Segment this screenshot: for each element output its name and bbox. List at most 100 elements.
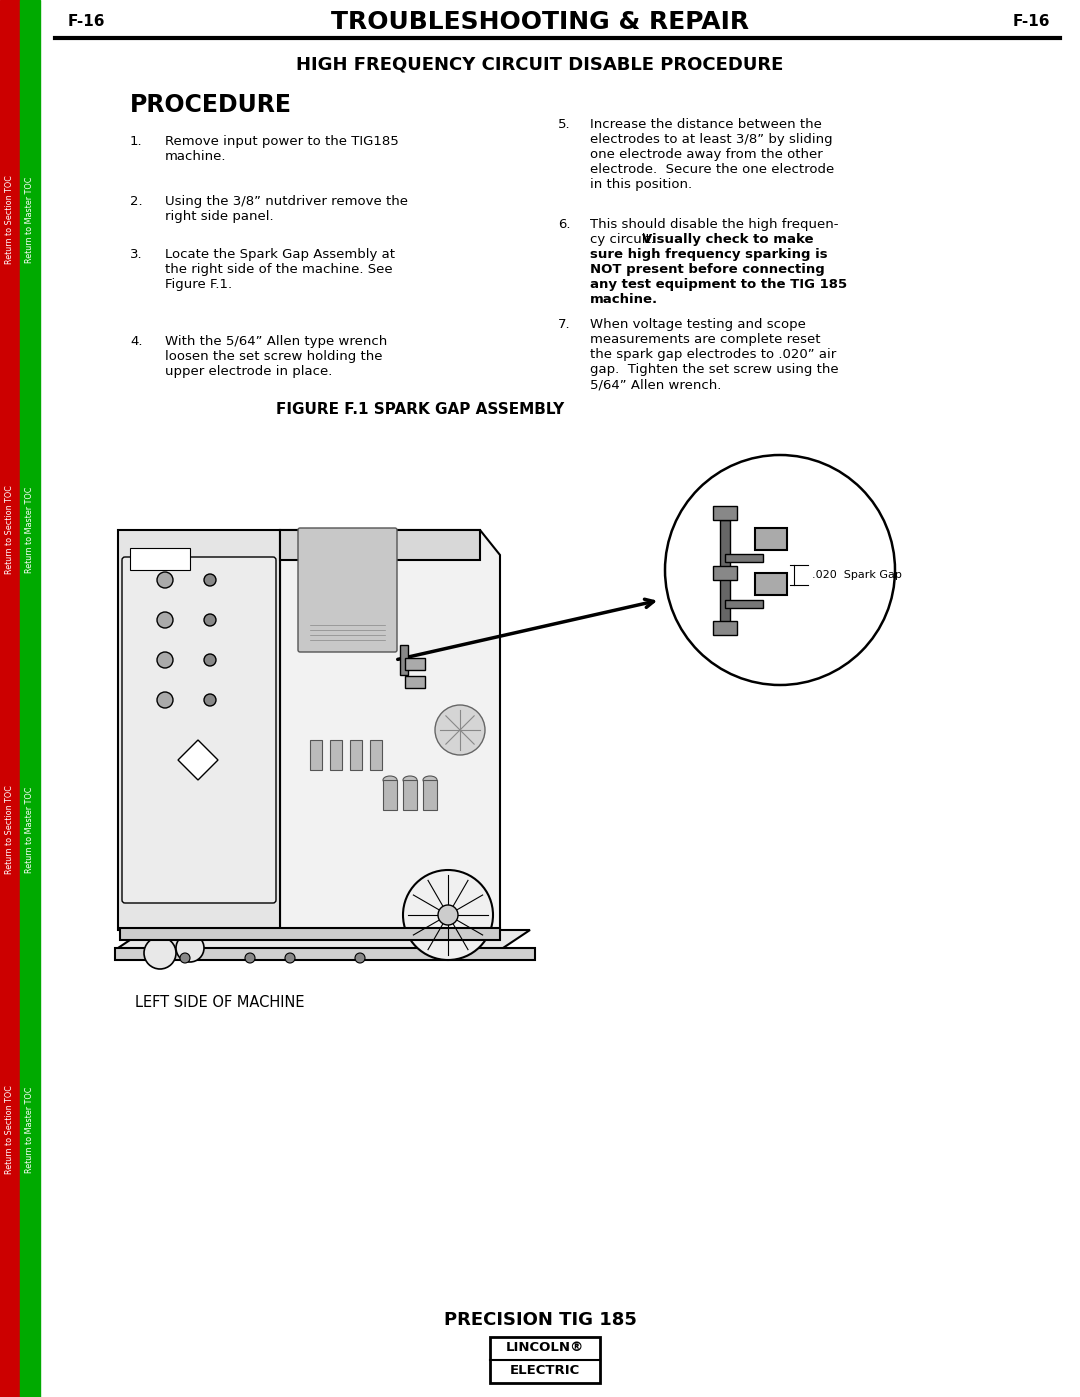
Text: the spark gap electrodes to .020” air: the spark gap electrodes to .020” air bbox=[590, 348, 836, 360]
Text: Return to Master TOC: Return to Master TOC bbox=[26, 1087, 35, 1173]
Bar bbox=[330, 740, 342, 770]
Polygon shape bbox=[280, 529, 480, 560]
Text: Return to Section TOC: Return to Section TOC bbox=[5, 486, 14, 574]
Text: F-16: F-16 bbox=[1013, 14, 1050, 29]
Circle shape bbox=[157, 612, 173, 629]
Text: in this position.: in this position. bbox=[590, 177, 692, 191]
Text: LEFT SIDE OF MACHINE: LEFT SIDE OF MACHINE bbox=[135, 995, 305, 1010]
FancyBboxPatch shape bbox=[298, 528, 397, 652]
Polygon shape bbox=[280, 529, 500, 930]
Text: electrode.  Secure the one electrode: electrode. Secure the one electrode bbox=[590, 163, 834, 176]
Text: TROUBLESHOOTING & REPAIR: TROUBLESHOOTING & REPAIR bbox=[330, 10, 750, 34]
Circle shape bbox=[180, 953, 190, 963]
Circle shape bbox=[285, 953, 295, 963]
Text: Visually check to make: Visually check to make bbox=[642, 233, 813, 246]
Text: 5.: 5. bbox=[558, 117, 570, 131]
Bar bbox=[21, 0, 40, 1397]
Bar bbox=[405, 658, 426, 671]
Text: Return to Section TOC: Return to Section TOC bbox=[5, 1085, 14, 1175]
Text: F-16: F-16 bbox=[68, 14, 106, 29]
Bar bbox=[370, 740, 382, 770]
Text: loosen the set screw holding the: loosen the set screw holding the bbox=[165, 351, 382, 363]
Text: Return to Master TOC: Return to Master TOC bbox=[26, 787, 35, 873]
Bar bbox=[423, 780, 437, 810]
Circle shape bbox=[204, 654, 216, 666]
Text: one electrode away from the other: one electrode away from the other bbox=[590, 148, 823, 161]
Polygon shape bbox=[178, 740, 218, 780]
Text: PROCEDURE: PROCEDURE bbox=[130, 94, 292, 117]
Text: the right side of the machine. See: the right side of the machine. See bbox=[165, 263, 393, 277]
Text: Figure F.1.: Figure F.1. bbox=[165, 278, 232, 291]
Text: When voltage testing and scope: When voltage testing and scope bbox=[590, 319, 806, 331]
FancyBboxPatch shape bbox=[755, 573, 787, 595]
Bar bbox=[405, 676, 426, 687]
Circle shape bbox=[665, 455, 895, 685]
Text: Using the 3/8” nutdriver remove the: Using the 3/8” nutdriver remove the bbox=[165, 196, 408, 208]
Text: Increase the distance between the: Increase the distance between the bbox=[590, 117, 822, 131]
Circle shape bbox=[355, 953, 365, 963]
Bar bbox=[720, 520, 730, 630]
Text: measurements are complete reset: measurements are complete reset bbox=[590, 332, 821, 346]
Bar bbox=[725, 599, 762, 608]
Circle shape bbox=[157, 571, 173, 588]
Polygon shape bbox=[118, 529, 280, 930]
FancyBboxPatch shape bbox=[755, 528, 787, 550]
Text: Locate the Spark Gap Assembly at: Locate the Spark Gap Assembly at bbox=[165, 249, 395, 261]
Ellipse shape bbox=[403, 870, 492, 960]
Text: NOT present before connecting: NOT present before connecting bbox=[590, 263, 825, 277]
Bar bbox=[713, 566, 737, 580]
Text: 7.: 7. bbox=[558, 319, 570, 331]
Text: FIGURE F.1 SPARK GAP ASSEMBLY: FIGURE F.1 SPARK GAP ASSEMBLY bbox=[275, 402, 564, 418]
Text: Return to Master TOC: Return to Master TOC bbox=[26, 177, 35, 263]
Ellipse shape bbox=[383, 775, 397, 784]
Text: 1.: 1. bbox=[130, 136, 143, 148]
Bar bbox=[725, 555, 762, 562]
Circle shape bbox=[245, 953, 255, 963]
Text: cy circuit.: cy circuit. bbox=[590, 233, 663, 246]
Text: Return to Section TOC: Return to Section TOC bbox=[5, 785, 14, 875]
Bar bbox=[713, 622, 737, 636]
Text: This should disable the high frequen-: This should disable the high frequen- bbox=[590, 218, 838, 231]
Text: 5/64” Allen wrench.: 5/64” Allen wrench. bbox=[590, 379, 721, 391]
Circle shape bbox=[204, 574, 216, 585]
Bar bbox=[350, 740, 362, 770]
Circle shape bbox=[157, 692, 173, 708]
Polygon shape bbox=[114, 930, 530, 950]
Circle shape bbox=[204, 615, 216, 626]
Bar bbox=[403, 780, 417, 810]
Bar bbox=[383, 780, 397, 810]
Text: Remove input power to the TIG185: Remove input power to the TIG185 bbox=[165, 136, 399, 148]
Ellipse shape bbox=[438, 905, 458, 925]
Ellipse shape bbox=[176, 935, 204, 963]
Text: sure high frequency sparking is: sure high frequency sparking is bbox=[590, 249, 827, 261]
Text: .020  Spark Gap: .020 Spark Gap bbox=[812, 570, 902, 580]
Text: 3.: 3. bbox=[130, 249, 143, 261]
Ellipse shape bbox=[435, 705, 485, 754]
Text: right side panel.: right side panel. bbox=[165, 210, 273, 224]
Text: Return to Section TOC: Return to Section TOC bbox=[5, 176, 14, 264]
Bar bbox=[713, 506, 737, 520]
Bar bbox=[490, 1337, 600, 1383]
Text: HIGH FREQUENCY CIRCUIT DISABLE PROCEDURE: HIGH FREQUENCY CIRCUIT DISABLE PROCEDURE bbox=[296, 56, 784, 74]
Circle shape bbox=[204, 694, 216, 705]
Text: machine.: machine. bbox=[590, 293, 658, 306]
Bar bbox=[310, 740, 322, 770]
Bar bbox=[400, 645, 408, 675]
Text: 2.: 2. bbox=[130, 196, 143, 208]
Bar bbox=[0, 0, 21, 1397]
Ellipse shape bbox=[403, 775, 417, 784]
Text: Return to Master TOC: Return to Master TOC bbox=[26, 486, 35, 573]
FancyBboxPatch shape bbox=[122, 557, 276, 902]
Bar bbox=[130, 548, 190, 570]
Text: With the 5/64” Allen type wrench: With the 5/64” Allen type wrench bbox=[165, 335, 388, 348]
Bar bbox=[120, 928, 500, 940]
Ellipse shape bbox=[144, 937, 176, 970]
Text: 4.: 4. bbox=[130, 335, 143, 348]
Bar bbox=[114, 949, 535, 960]
Text: gap.  Tighten the set screw using the: gap. Tighten the set screw using the bbox=[590, 363, 839, 376]
Text: 6.: 6. bbox=[558, 218, 570, 231]
Text: ELECTRIC: ELECTRIC bbox=[510, 1363, 580, 1376]
Text: machine.: machine. bbox=[165, 149, 227, 163]
Text: electrodes to at least 3/8” by sliding: electrodes to at least 3/8” by sliding bbox=[590, 133, 833, 147]
Text: upper electrode in place.: upper electrode in place. bbox=[165, 365, 333, 379]
